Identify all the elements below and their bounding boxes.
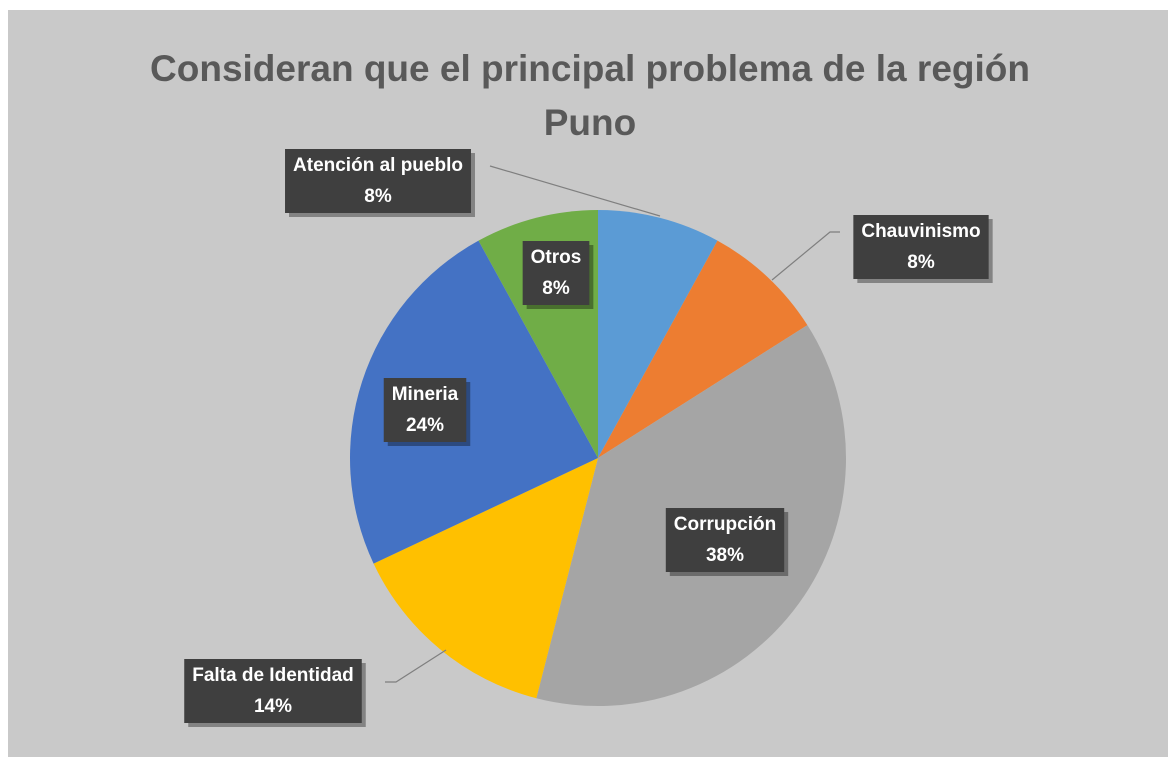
data-label: Chauvinismo 8% — [853, 215, 993, 283]
category-label: Chauvinismo — [861, 221, 980, 242]
data-label: Atención al pueblo 8% — [285, 149, 475, 217]
value-label: 38% — [706, 545, 744, 566]
data-label: Falta de Identidad 14% — [184, 659, 366, 727]
category-label: Falta de Identidad — [192, 665, 354, 686]
pie-slice — [598, 210, 718, 458]
leader-line — [771, 231, 840, 281]
label-box — [184, 659, 362, 723]
value-label: 8% — [542, 278, 570, 299]
label-box — [522, 241, 590, 305]
data-label: Corrupción 38% — [665, 508, 789, 576]
label-box — [665, 508, 785, 572]
label-box — [853, 215, 989, 279]
category-label: Otros — [531, 247, 582, 268]
leader-line — [385, 649, 447, 683]
value-label: 8% — [907, 252, 935, 273]
category-label: Atención al pueblo — [293, 155, 463, 176]
leader-line — [489, 165, 661, 217]
pie-slice — [598, 240, 808, 458]
category-label: Corrupción — [674, 514, 776, 535]
value-label: 14% — [254, 696, 292, 717]
category-label: Mineria — [392, 384, 459, 405]
pie-slice — [373, 458, 598, 699]
chart-title: Consideran que el principal problema de … — [150, 48, 1030, 143]
pie-slice — [350, 240, 598, 564]
label-box — [285, 149, 471, 213]
data-label: Otros 8% — [522, 241, 594, 309]
value-label: 24% — [406, 415, 444, 436]
value-label: 8% — [364, 186, 392, 207]
data-label: Mineria 24% — [383, 378, 471, 446]
label-box — [383, 378, 467, 442]
